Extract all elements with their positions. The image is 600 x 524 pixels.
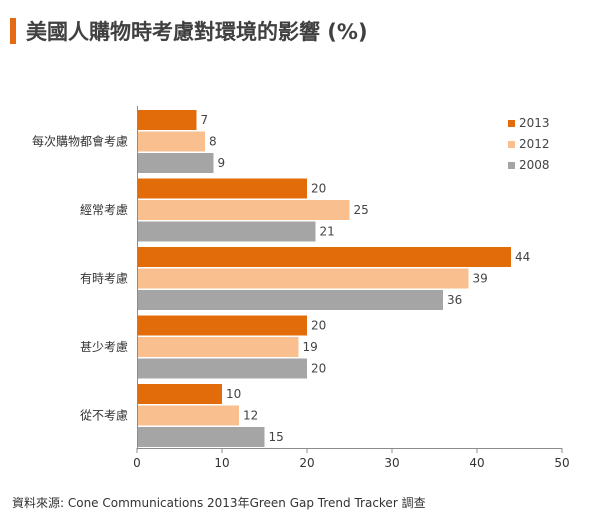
value-label-2013-3: 44 bbox=[515, 250, 530, 264]
bar-2012-2 bbox=[137, 200, 350, 220]
value-label-2012-1: 8 bbox=[209, 135, 217, 149]
bar-2008-1 bbox=[137, 153, 214, 173]
legend-swatch-2008 bbox=[508, 162, 515, 169]
legend-label-2012: 2012 bbox=[519, 137, 550, 151]
value-label-2008-3: 36 bbox=[447, 293, 462, 307]
x-tick-label-30: 30 bbox=[384, 456, 399, 470]
title-accent-bar bbox=[10, 18, 16, 44]
x-tick-label-10: 10 bbox=[214, 456, 229, 470]
category-label-4: 甚少考慮 bbox=[80, 340, 128, 354]
value-label-2012-5: 12 bbox=[243, 409, 258, 423]
bar-2013-3 bbox=[137, 247, 511, 267]
bar-2013-2 bbox=[137, 178, 307, 199]
category-label-3: 有時考慮 bbox=[80, 272, 128, 286]
value-label-2013-5: 10 bbox=[226, 387, 241, 401]
value-label-2008-1: 9 bbox=[218, 156, 226, 170]
value-label-2013-4: 20 bbox=[311, 319, 326, 333]
chart-title-block: 美國人購物時考慮對環境的影響 (%) bbox=[10, 18, 368, 44]
bar-2008-5 bbox=[137, 427, 265, 447]
value-label-2012-3: 39 bbox=[473, 272, 488, 286]
bar-2008-3 bbox=[137, 290, 443, 310]
value-label-2013-1: 7 bbox=[201, 113, 209, 127]
category-label-1: 每次購物都會考慮 bbox=[32, 134, 128, 149]
legend-swatch-2012 bbox=[508, 141, 515, 148]
value-label-2012-4: 19 bbox=[303, 340, 318, 354]
bar-2008-2 bbox=[137, 221, 316, 242]
bar-2012-1 bbox=[137, 131, 205, 152]
bar-2012-4 bbox=[137, 337, 299, 357]
legend-swatch-2013 bbox=[508, 120, 515, 127]
legend-label-2008: 2008 bbox=[519, 158, 550, 172]
bar-2013-1 bbox=[137, 110, 197, 130]
value-label-2008-5: 15 bbox=[269, 430, 284, 444]
category-label-5: 從不考慮 bbox=[80, 409, 128, 423]
value-label-2012-2: 25 bbox=[354, 203, 369, 217]
bar-2013-5 bbox=[137, 384, 222, 404]
value-label-2013-2: 20 bbox=[311, 182, 326, 196]
bar-2008-4 bbox=[137, 358, 307, 379]
x-tick-label-40: 40 bbox=[469, 456, 484, 470]
bar-2013-4 bbox=[137, 315, 307, 336]
legend-label-2013: 2013 bbox=[519, 116, 550, 130]
bar-2012-5 bbox=[137, 405, 239, 426]
x-tick-label-0: 0 bbox=[133, 456, 141, 470]
bar-2012-3 bbox=[137, 268, 469, 289]
category-label-2: 經常考慮 bbox=[80, 203, 128, 217]
value-label-2008-2: 21 bbox=[320, 225, 335, 239]
x-tick-label-50: 50 bbox=[554, 456, 569, 470]
x-tick-label-20: 20 bbox=[299, 456, 314, 470]
chart-title: 美國人購物時考慮對環境的影響 (%) bbox=[26, 20, 368, 44]
value-label-2008-4: 20 bbox=[311, 362, 326, 376]
source-note: 資料來源: Cone Communications 2013年Green Gap… bbox=[12, 496, 426, 510]
